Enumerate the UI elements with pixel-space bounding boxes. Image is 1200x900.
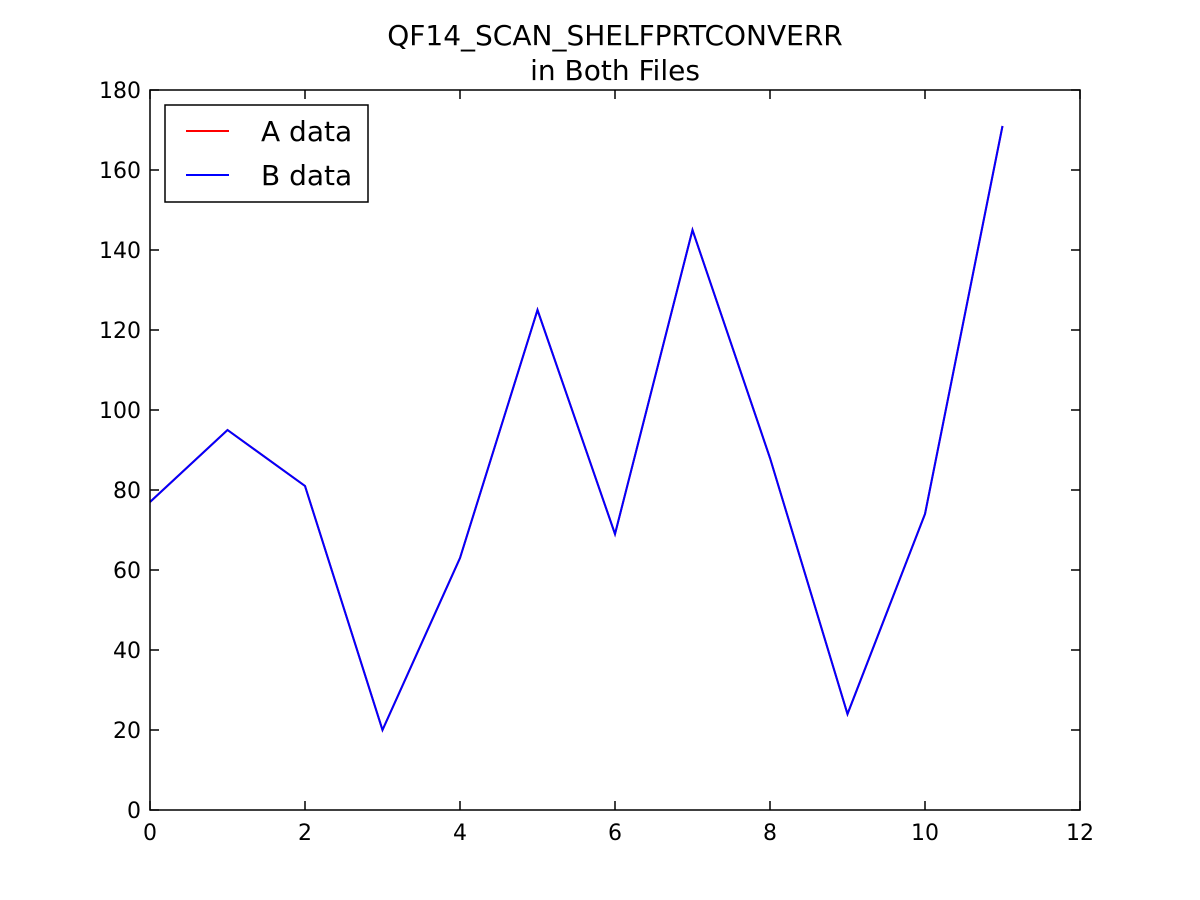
y-tick-label: 60 (113, 559, 141, 584)
x-tick-label: 10 (911, 821, 939, 846)
x-tick-label: 12 (1066, 821, 1094, 846)
y-tick-label: 140 (99, 239, 141, 264)
legend-label-1: B data (261, 159, 352, 192)
legend-box (164, 104, 369, 203)
x-tick-label: 8 (763, 821, 777, 846)
y-tick-label: 180 (99, 79, 141, 104)
y-tick-label: 20 (113, 719, 141, 744)
chart-subtitle: in Both Files (530, 54, 700, 87)
x-tick-label: 4 (453, 821, 467, 846)
y-tick-label: 80 (113, 479, 141, 504)
legend: A data B data (164, 104, 369, 203)
plot-area-frame (149, 89, 1081, 811)
y-tick-label: 0 (127, 799, 141, 824)
y-tick-label: 160 (99, 159, 141, 184)
x-tick-label: 6 (608, 821, 622, 846)
y-tick-label: 100 (99, 399, 141, 424)
series-layer (149, 125, 1004, 733)
y-tick-label: 120 (99, 319, 141, 344)
x-tick-label: 2 (298, 821, 312, 846)
x-tick-label: 0 (143, 821, 157, 846)
y-tick-label: 40 (113, 639, 141, 664)
legend-label-0: A data (261, 115, 352, 148)
series-line-1 (149, 125, 1004, 733)
chart-title: QF14_SCAN_SHELFPRTCONVERR (387, 19, 842, 52)
